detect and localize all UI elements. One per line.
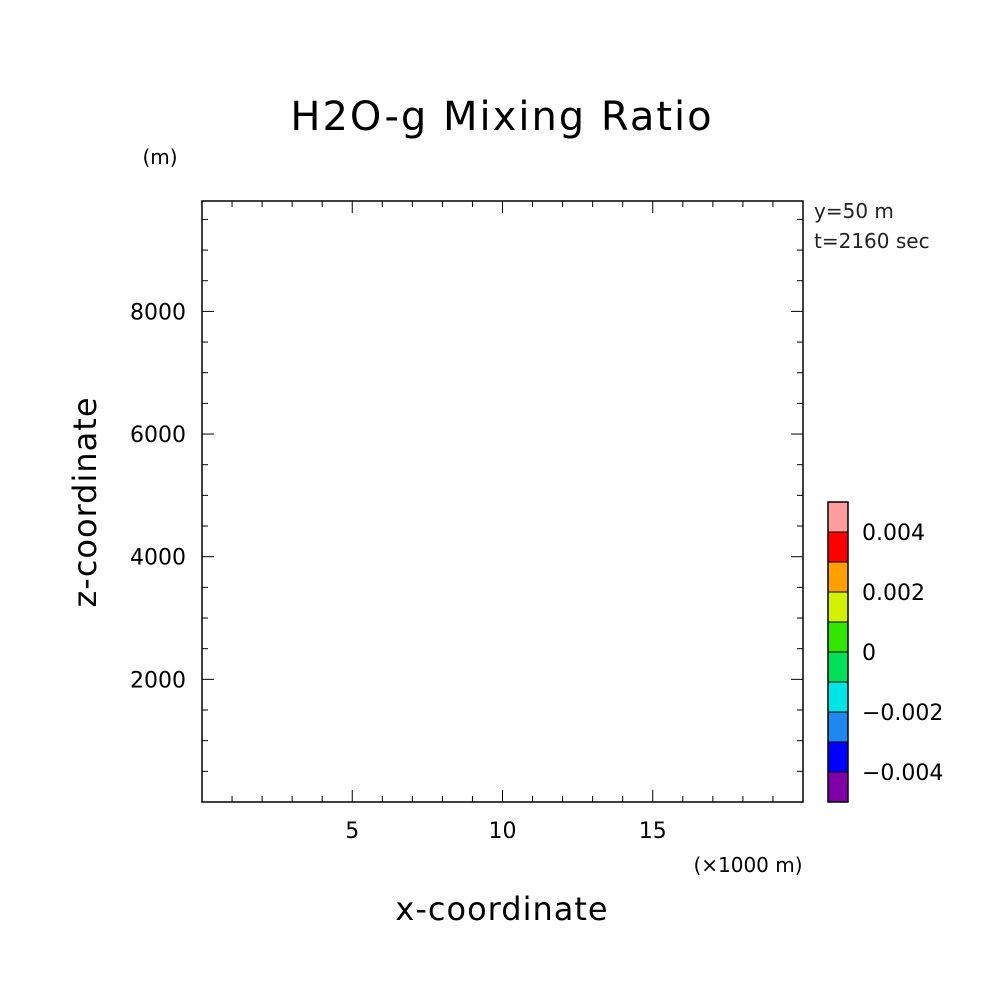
colorbar-swatch bbox=[827, 711, 849, 743]
colorbar-swatch bbox=[827, 681, 849, 713]
colorbar-swatch bbox=[827, 531, 849, 563]
colorbar-tick-label: 0 bbox=[862, 641, 876, 666]
colorbar-tick-label: −0.002 bbox=[862, 701, 943, 726]
annotation-t: t=2160 sec bbox=[814, 229, 930, 253]
x-tick-label: 15 bbox=[639, 819, 667, 844]
y-tick-label: 8000 bbox=[130, 300, 186, 325]
y-tick-label: 2000 bbox=[130, 668, 186, 693]
y-tick-label: 6000 bbox=[130, 423, 186, 448]
plot-area bbox=[201, 200, 804, 803]
x-unit-label: (×1000 m) bbox=[693, 853, 802, 877]
colorbar-swatch bbox=[827, 591, 849, 623]
x-axis-label: x-coordinate bbox=[395, 890, 608, 928]
colorbar-tick-label: 0.002 bbox=[862, 581, 925, 606]
colorbar-frame bbox=[827, 501, 849, 803]
colorbar-swatch bbox=[827, 741, 849, 773]
colorbar-tick-label: −0.004 bbox=[862, 761, 943, 786]
chart-title: H2O-g Mixing Ratio bbox=[290, 94, 713, 140]
axis-ticks bbox=[202, 201, 803, 802]
colorbar-swatch bbox=[827, 621, 849, 653]
colorbar-swatch bbox=[827, 651, 849, 683]
axis-tick-labels: 5 10 15 2000 4000 6000 8000 bbox=[130, 300, 667, 844]
x-tick-label: 5 bbox=[345, 819, 359, 844]
colorbar: −0.004 −0.002 0 0.002 0.004 bbox=[827, 501, 943, 803]
y-unit-label: (m) bbox=[142, 145, 177, 169]
annotation-y: y=50 m bbox=[814, 199, 894, 223]
x-tick-label: 10 bbox=[489, 819, 517, 844]
y-axis-label: z-coordinate bbox=[66, 396, 104, 607]
colorbar-swatch bbox=[827, 561, 849, 593]
colorbar-swatch bbox=[827, 771, 849, 803]
colorbar-tick-label: 0.004 bbox=[862, 521, 925, 546]
y-tick-label: 4000 bbox=[130, 546, 186, 571]
colorbar-swatch bbox=[827, 501, 849, 533]
